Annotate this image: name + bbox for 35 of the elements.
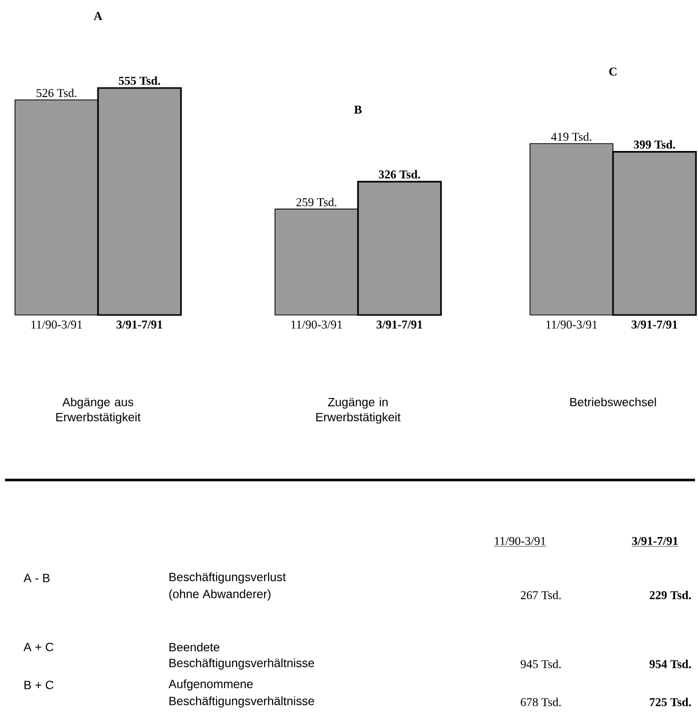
- text: 267 Tsd.: [520, 590, 561, 600]
- chart-title: B: [354, 106, 362, 114]
- text: Aufgenommene: [168, 679, 253, 691]
- text: 954 Tsd.: [650, 660, 691, 668]
- text: 678 Tsd.: [520, 698, 561, 706]
- x-tick-label: 3/91-7/91: [632, 320, 678, 329]
- data-label: 259 Tsd.: [296, 198, 336, 206]
- text: A - B: [24, 574, 50, 582]
- chart-title: C: [609, 68, 616, 76]
- x-tick-label: 11/90-3/91: [291, 320, 342, 329]
- text: (ohne Abwanderer): [169, 589, 270, 601]
- text: Beendete: [170, 642, 220, 652]
- x-tick-label: 3/91-7/91: [376, 320, 422, 329]
- data-label: 326 Tsd.: [378, 170, 420, 179]
- text: A + C: [24, 642, 54, 652]
- x-axis-title: Zugänge in Erwerbstätigkeit: [316, 398, 401, 424]
- x-tick-label: 3/91-7/91: [116, 320, 162, 329]
- text: 229 Tsd.: [650, 590, 691, 600]
- x-axis-title: Betriebswechsel: [570, 398, 656, 406]
- text: 11/90-3/91: [494, 536, 546, 546]
- x-axis-title: Abgänge aus Erwerbstätigkeit: [56, 398, 141, 424]
- data-label: 526 Tsd.: [36, 88, 76, 98]
- text: Beschäftigungsverlust: [170, 572, 286, 584]
- text: 725 Tsd.: [650, 698, 691, 706]
- data-label: 555 Tsd.: [118, 76, 160, 85]
- data-label: 419 Tsd.: [551, 132, 592, 141]
- text: Beschäftigungsverhältnisse: [170, 696, 314, 708]
- text: Beschäftigungsverhältnisse: [170, 658, 314, 670]
- chart-title: A: [94, 12, 102, 20]
- text: 945 Tsd.: [520, 660, 561, 668]
- x-tick-label: 11/90-3/91: [546, 320, 597, 329]
- text: 3/91-7/91: [632, 536, 678, 546]
- x-tick-label: 11/90-3/91: [31, 320, 82, 329]
- data-label: 399 Tsd.: [634, 140, 676, 149]
- text: B + C: [24, 680, 54, 690]
